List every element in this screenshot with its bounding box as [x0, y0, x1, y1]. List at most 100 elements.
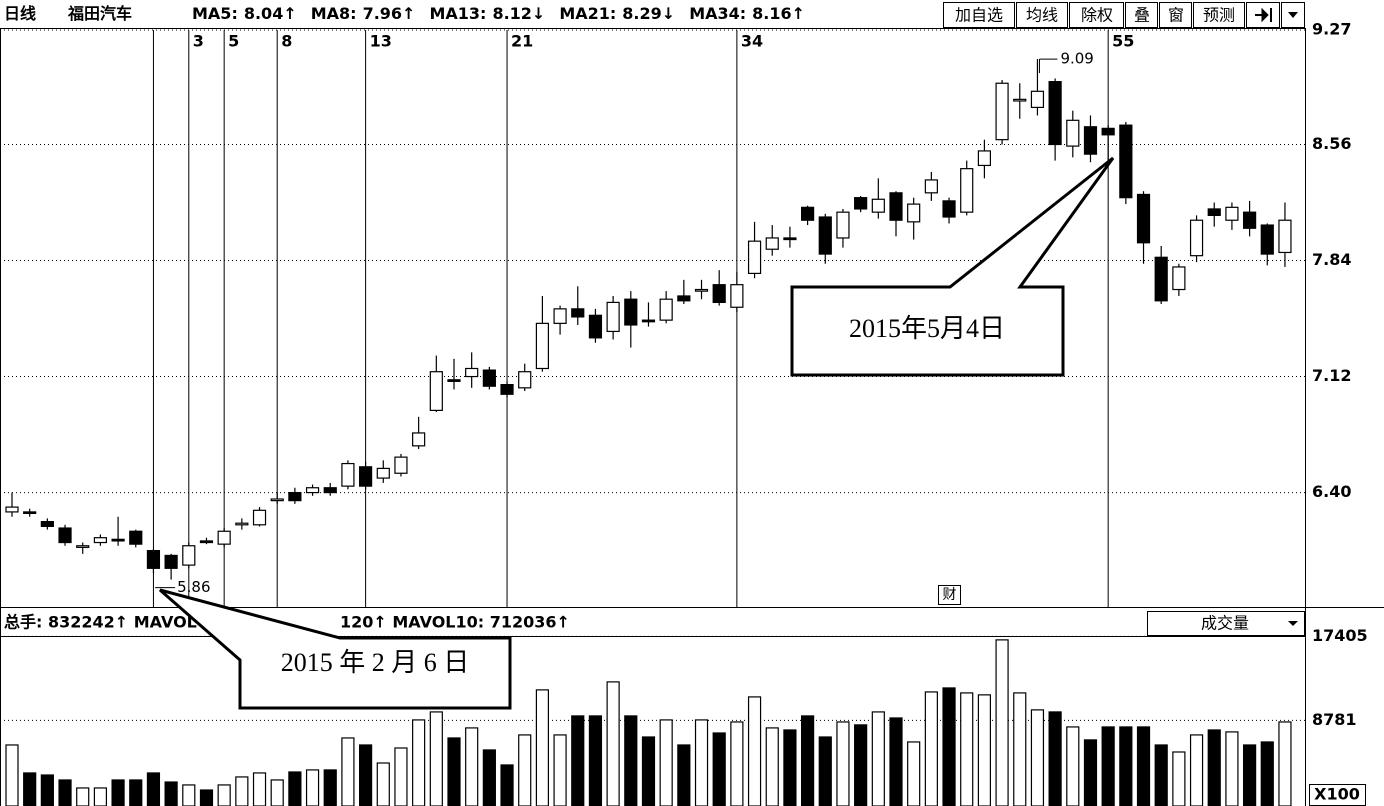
candle-body — [500, 384, 514, 395]
button[interactable] — [1069, 2, 1124, 28]
volume-bar — [641, 736, 656, 806]
ma-name: MA21: — [559, 4, 616, 23]
candle-body — [376, 467, 390, 479]
candle-body — [58, 527, 72, 544]
volume-bar — [1048, 711, 1062, 806]
candle-body — [924, 179, 938, 194]
volume-selector[interactable] — [1147, 611, 1305, 636]
button[interactable] — [943, 2, 1015, 28]
time-line-label: 13 — [370, 32, 392, 51]
volume-bar — [571, 715, 585, 806]
candle-body — [129, 530, 143, 545]
candle-body — [412, 432, 426, 447]
volume-bar — [288, 771, 302, 806]
candle-body — [854, 197, 868, 210]
candle-body — [305, 487, 320, 494]
candle-body — [977, 150, 992, 167]
button-label[interactable]: 加自选 — [955, 6, 1003, 25]
volume-bar — [1154, 744, 1168, 806]
candle-body — [359, 466, 373, 487]
time-line-label: 8 — [281, 32, 292, 51]
period: 日线 — [4, 4, 36, 23]
volume-bar — [765, 727, 779, 806]
button[interactable] — [1193, 2, 1245, 28]
candle-body — [217, 530, 231, 545]
volume-bar — [871, 711, 885, 806]
finance-icon[interactable] — [938, 585, 961, 605]
y-tick-label: 17405 — [1312, 626, 1368, 645]
button-label[interactable]: 均线 — [1026, 6, 1058, 25]
button-label[interactable]: 窗 — [1168, 6, 1184, 25]
ma-value: 8.04↑ — [244, 4, 297, 23]
candle-body — [1278, 219, 1292, 254]
candle-body — [1030, 90, 1045, 109]
min-label: 5.86 — [177, 578, 210, 596]
volume-bar — [783, 729, 797, 806]
volume-bar — [129, 779, 143, 806]
volume-selector-label[interactable]: 成交量 — [1201, 614, 1249, 633]
volume-bar — [93, 787, 108, 806]
button-label[interactable]: 叠 — [1134, 6, 1150, 25]
candle-body — [518, 371, 532, 389]
y-tick-label: 7.84 — [1312, 250, 1351, 269]
candle-body — [783, 237, 797, 241]
y-tick-label: 8.56 — [1312, 134, 1351, 153]
volume-bar — [111, 779, 125, 806]
volume-bar — [1030, 709, 1045, 806]
volume-header: 总手: 832242↑ MAVOL — [4, 613, 197, 632]
candle-body — [235, 522, 249, 526]
candle-body — [5, 506, 19, 513]
candle-body — [889, 192, 903, 221]
volume-bar — [1242, 744, 1257, 806]
candle-body — [942, 200, 956, 218]
callout-label: 2015年5月4日 — [849, 314, 1005, 343]
button[interactable] — [1016, 2, 1068, 28]
candle-body — [465, 367, 479, 378]
volume-bar — [1083, 739, 1098, 806]
ma-name: MA5: — [192, 4, 238, 23]
volume-bar — [394, 747, 408, 806]
candle-body — [1101, 127, 1115, 136]
finance-icon-label[interactable]: 财 — [943, 587, 957, 603]
button-label[interactable]: 预测 — [1203, 6, 1235, 25]
time-line-label: 21 — [511, 32, 533, 51]
button[interactable] — [1125, 2, 1158, 28]
callout-box — [790, 156, 1115, 377]
candle-body — [1066, 119, 1080, 147]
volume-bar — [482, 749, 496, 806]
volume-bar — [465, 727, 479, 806]
selector-arrow — [1288, 621, 1298, 626]
candle-body — [1136, 193, 1151, 244]
candle-body — [76, 545, 90, 548]
volume-bar — [1101, 726, 1115, 806]
candle-body — [447, 379, 461, 382]
ma-values: MA5: 8.04↑ MA8: 7.96↑ MA13: 8.12↓ MA21: 8.29↓ MA… — [192, 4, 805, 23]
button[interactable] — [1159, 2, 1192, 28]
volume-bar — [535, 689, 550, 806]
candle-body — [1225, 206, 1239, 221]
volume-header: 120↑ MAVOL10: 712036↑ — [340, 613, 570, 632]
y-tick-label: 7.12 — [1312, 366, 1351, 385]
volume-bar — [588, 715, 603, 806]
volume-bar — [712, 732, 726, 806]
volume-bar — [1136, 726, 1151, 806]
volume-bar — [359, 744, 373, 806]
candle-body — [199, 540, 214, 544]
time-line-label: 34 — [741, 32, 763, 51]
candle-body — [677, 295, 691, 302]
volume-bar — [1189, 734, 1204, 806]
candle-body — [818, 216, 832, 255]
volume-bar — [23, 772, 37, 806]
header: 日线 福田汽车 — [4, 4, 132, 23]
volume-bar — [76, 787, 90, 806]
volume-bar — [5, 744, 19, 806]
ma-value: 8.12↓ — [492, 4, 545, 23]
volume-bar — [1260, 741, 1274, 806]
max-label: 9.09 — [1060, 50, 1093, 68]
volume-bar — [818, 736, 832, 806]
button-label[interactable]: 除权 — [1081, 6, 1113, 25]
candle-body — [712, 284, 726, 304]
candle-body — [765, 237, 779, 250]
volume-unit: X100 — [1314, 785, 1360, 804]
candle-body — [1172, 266, 1186, 291]
